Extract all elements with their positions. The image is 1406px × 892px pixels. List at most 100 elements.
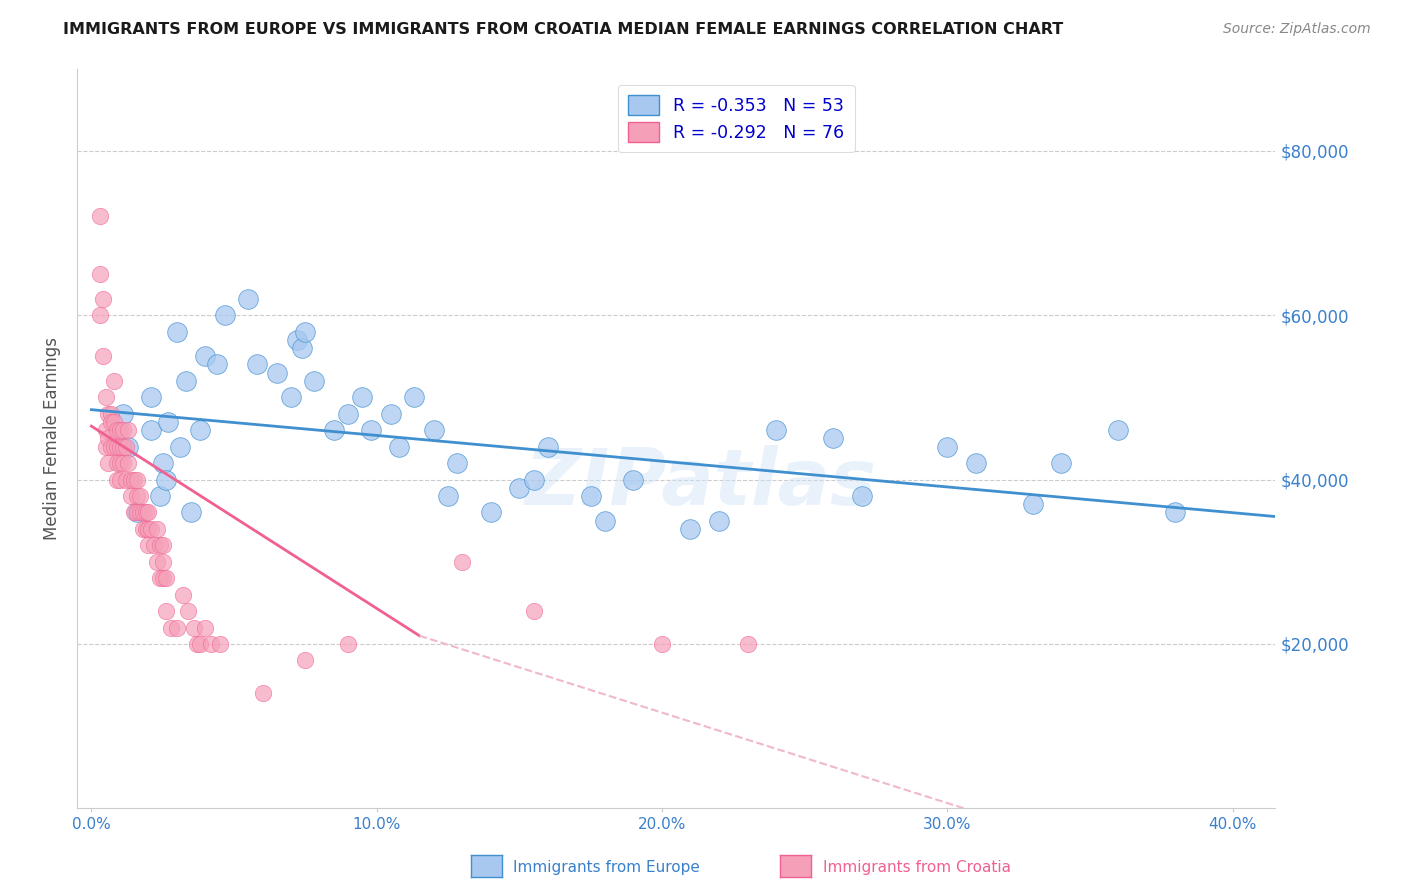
Point [149,538,172,552]
Point [402,390,425,404]
Point [105,423,128,437]
Point [679,522,702,536]
Point [1022,497,1045,511]
Point [141,522,163,536]
Point [105,456,128,470]
Point [149,571,172,585]
Point [214,308,236,322]
Point [246,358,269,372]
Point [114,440,136,454]
Point [537,440,560,454]
Point [114,473,136,487]
Point [138,505,160,519]
Legend: R = -0.353   N = 53, R = -0.292   N = 76: R = -0.353 N = 53, R = -0.292 N = 76 [617,85,855,153]
Point [437,489,460,503]
Point [166,620,188,634]
Point [337,407,360,421]
Point [122,473,145,487]
Point [1164,505,1187,519]
Point [194,349,217,363]
Point [138,522,160,536]
Point [166,325,188,339]
Point [707,514,730,528]
Point [188,423,211,437]
Point [100,415,122,429]
Point [936,440,959,454]
Point [200,637,222,651]
Point [183,620,205,634]
Point [623,473,645,487]
Point [120,473,142,487]
Point [451,555,474,569]
Point [174,374,197,388]
Point [146,522,169,536]
Point [105,440,128,454]
Point [479,505,502,519]
Point [141,390,163,404]
Point [285,333,308,347]
Point [108,423,131,437]
Point [294,325,316,339]
Point [1107,423,1129,437]
Point [446,456,468,470]
Point [160,620,183,634]
Point [132,505,155,519]
Point [380,407,402,421]
Point [138,538,160,552]
Point [252,686,274,700]
Point [128,505,150,519]
Point [294,653,316,667]
Point [94,390,117,404]
Point [157,415,180,429]
Point [141,423,163,437]
Point [208,637,231,651]
Point [352,390,374,404]
Point [186,637,208,651]
Point [155,473,177,487]
Point [135,505,157,519]
Text: Immigrants from Croatia: Immigrants from Croatia [823,861,1011,875]
Point [125,473,148,487]
Text: Immigrants from Europe: Immigrants from Europe [513,861,700,875]
Point [125,505,148,519]
Point [103,415,125,429]
Point [111,456,134,470]
Point [103,374,125,388]
Point [122,505,145,519]
Text: ZIPatlas: ZIPatlas [524,445,876,521]
Point [135,522,157,536]
Point [1050,456,1073,470]
Point [238,292,260,306]
Point [522,604,544,618]
Point [823,432,845,446]
Point [155,604,177,618]
Point [322,423,344,437]
Point [149,489,172,503]
Point [117,440,139,454]
Point [152,555,174,569]
Point [91,292,114,306]
Point [117,456,139,470]
Point [97,432,120,446]
Point [188,637,211,651]
Y-axis label: Median Female Earnings: Median Female Earnings [44,337,60,540]
Point [205,358,228,372]
Point [94,440,117,454]
Point [177,604,200,618]
Point [152,538,174,552]
Point [508,481,530,495]
Point [91,349,114,363]
Point [579,489,602,503]
Point [965,456,987,470]
Point [337,637,360,651]
Point [117,423,139,437]
Point [169,440,191,454]
Point [422,423,444,437]
Point [89,267,111,281]
Point [180,505,202,519]
Text: Source: ZipAtlas.com: Source: ZipAtlas.com [1223,22,1371,37]
Point [105,473,128,487]
Point [132,522,155,536]
Point [851,489,873,503]
Point [737,637,759,651]
